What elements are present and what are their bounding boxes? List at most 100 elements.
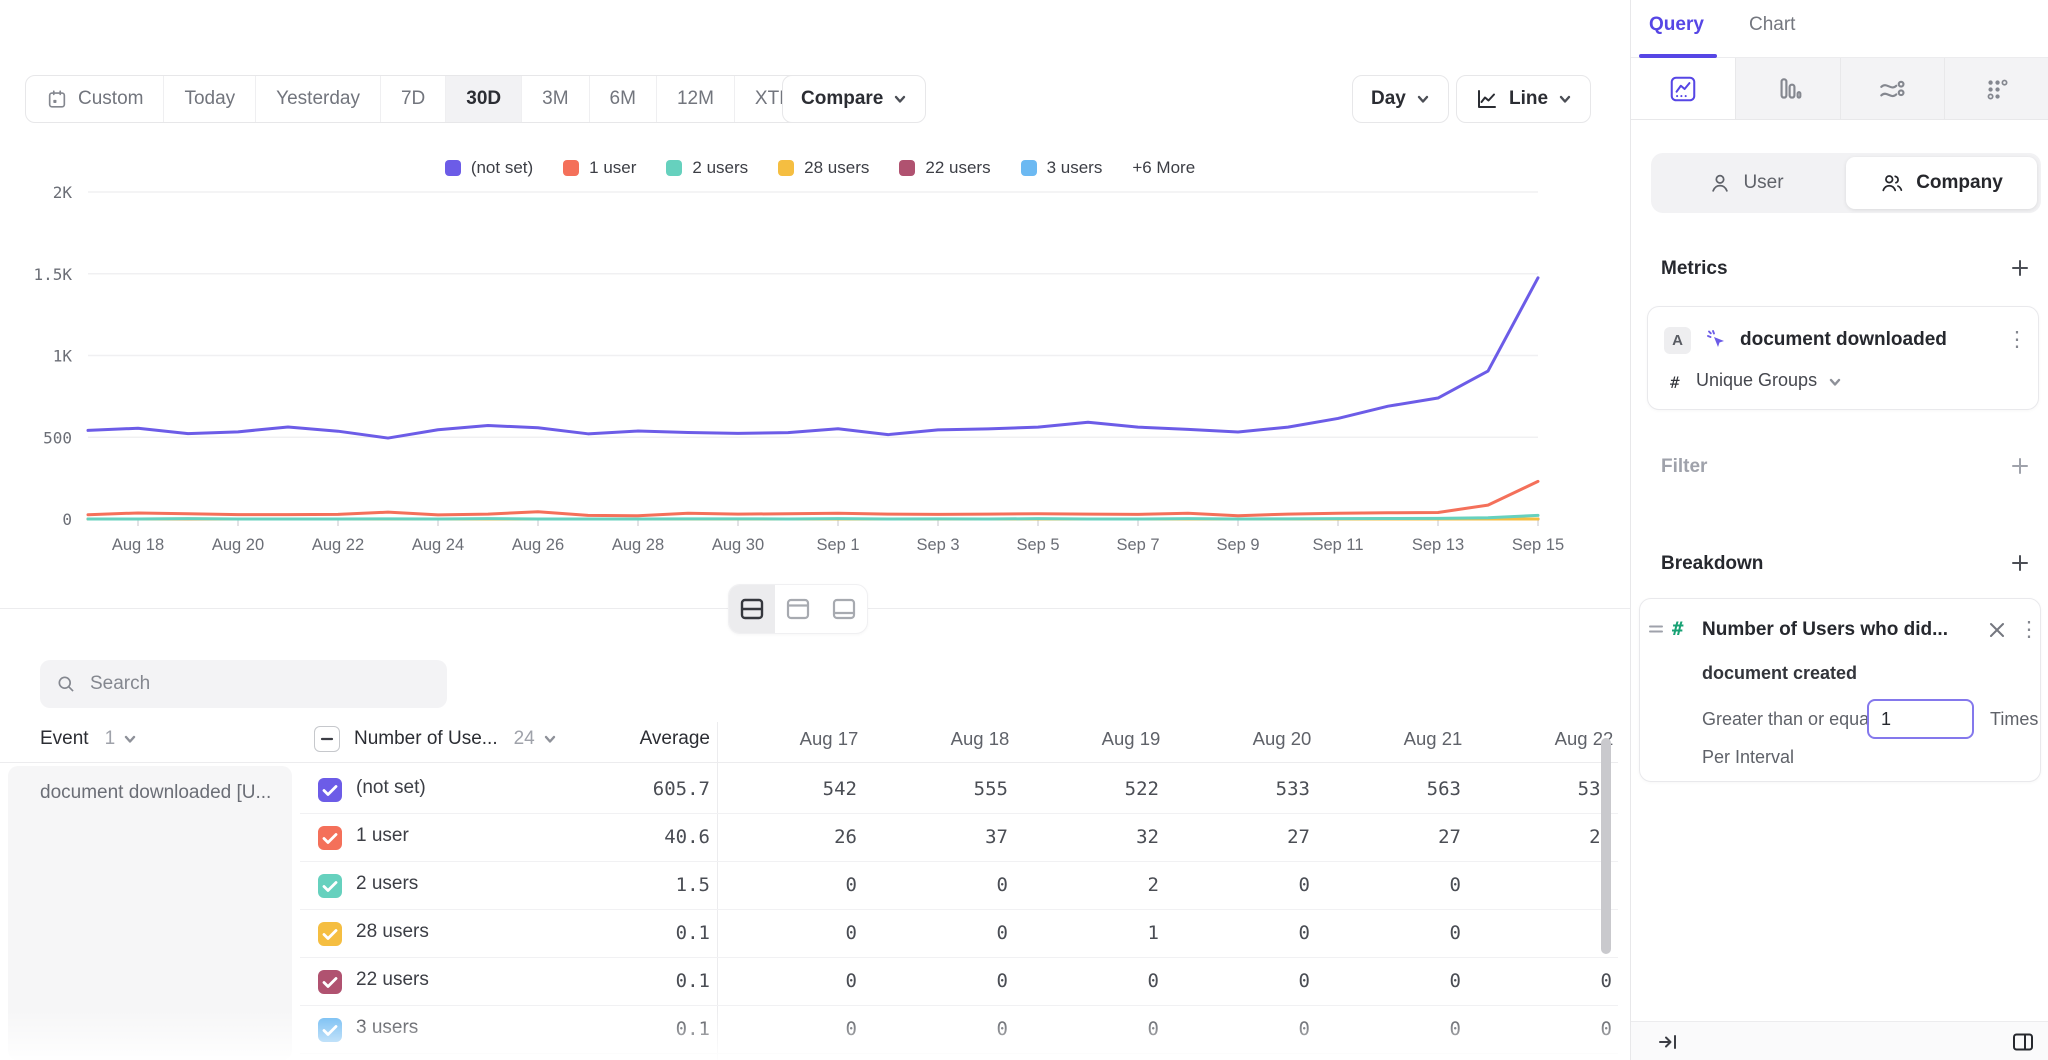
svg-text:Sep 7: Sep 7 bbox=[1116, 536, 1159, 554]
row-label: 1 user bbox=[356, 825, 409, 847]
chart-type-more-button[interactable] bbox=[1945, 58, 2048, 119]
svg-text:Sep 9: Sep 9 bbox=[1216, 536, 1259, 554]
tab-query[interactable]: Query bbox=[1649, 14, 1704, 36]
metric-card[interactable]: A document downloaded ⋮ # Unique Groups bbox=[1647, 306, 2039, 410]
row-value: 0 bbox=[734, 874, 857, 896]
scope-user-button[interactable]: User bbox=[1651, 153, 1842, 213]
interval-dropdown[interactable]: Day bbox=[1352, 75, 1449, 123]
metrics-heading: Metrics bbox=[1661, 258, 1728, 280]
layout-split-view-button[interactable] bbox=[729, 585, 775, 633]
row-label: 28 users bbox=[356, 921, 429, 943]
chart-type-dropdown[interactable]: Line bbox=[1456, 75, 1591, 123]
svg-text:Aug 22: Aug 22 bbox=[312, 536, 364, 554]
range-custom[interactable]: Custom bbox=[26, 76, 164, 122]
row-label: (not set) bbox=[356, 777, 426, 799]
svg-text:Sep 1: Sep 1 bbox=[816, 536, 859, 554]
range-30d[interactable]: 30D bbox=[446, 76, 522, 122]
line-chart-icon bbox=[1475, 87, 1499, 111]
layout-chart-view-button[interactable] bbox=[775, 585, 821, 633]
date-column-header: Aug 20 bbox=[1207, 728, 1357, 750]
chart-type-bar-button[interactable] bbox=[1736, 58, 1841, 119]
measure-dropdown[interactable]: Unique Groups bbox=[1696, 370, 1817, 391]
chevron-down-icon bbox=[1828, 375, 1842, 389]
row-value: 0 bbox=[1036, 1018, 1159, 1040]
add-metric-button[interactable] bbox=[2007, 255, 2033, 281]
group-column-header[interactable]: Number of Use... 24 bbox=[354, 728, 557, 750]
row-average: 0.1 bbox=[560, 922, 710, 944]
svg-text:Sep 13: Sep 13 bbox=[1412, 536, 1464, 554]
range-7d[interactable]: 7D bbox=[381, 76, 446, 122]
range-12m[interactable]: 12M bbox=[657, 76, 735, 122]
row-checkbox[interactable] bbox=[318, 922, 342, 946]
calendar-icon bbox=[46, 88, 68, 110]
row-value: 0 bbox=[734, 1018, 857, 1040]
svg-text:0: 0 bbox=[62, 510, 72, 529]
layout-table-view-button[interactable] bbox=[821, 585, 867, 633]
event-column-header[interactable]: Event 1 bbox=[40, 728, 137, 750]
bar-chart-icon bbox=[1773, 74, 1803, 104]
row-checkbox[interactable] bbox=[318, 1018, 342, 1042]
metric-name: document downloaded bbox=[1740, 329, 1947, 351]
line-chart-icon bbox=[1668, 74, 1698, 104]
row-checkbox[interactable] bbox=[318, 826, 342, 850]
date-range-control: Custom Today Yesterday 7D 30D 3M 6M 12M … bbox=[25, 75, 838, 123]
chevron-down-icon bbox=[1416, 92, 1430, 106]
group-header-checkbox[interactable] bbox=[314, 726, 340, 752]
row-value: 542 bbox=[734, 778, 857, 800]
chevron-down-icon bbox=[543, 732, 557, 746]
search-icon bbox=[56, 673, 76, 695]
table-row: 28 users0.1001000 bbox=[0, 910, 1618, 958]
add-filter-button[interactable] bbox=[2007, 453, 2033, 479]
layout-toggle bbox=[728, 584, 868, 634]
search-input[interactable] bbox=[90, 673, 431, 695]
row-value: 0 bbox=[1187, 1018, 1310, 1040]
measure-hash: # bbox=[1670, 373, 1680, 392]
search-box bbox=[40, 660, 447, 708]
breakdown-condition-label: Greater than or equal to bbox=[1702, 709, 1893, 730]
filter-heading: Filter bbox=[1661, 456, 1707, 478]
table-row: 2 users1.5002000 bbox=[0, 862, 1618, 910]
breakdown-value-input[interactable] bbox=[1867, 699, 1974, 739]
plus-icon bbox=[2010, 456, 2030, 476]
row-checkbox[interactable] bbox=[318, 970, 342, 994]
row-value: 563 bbox=[1338, 778, 1461, 800]
company-icon bbox=[1880, 172, 1904, 194]
row-value: 0 bbox=[1338, 970, 1461, 992]
scope-company-button[interactable]: Company bbox=[1846, 157, 2037, 209]
line-chart[interactable]: 05001K1.5K2KAug 18Aug 20Aug 22Aug 24Aug … bbox=[0, 140, 1630, 580]
chart-type-line-button[interactable] bbox=[1631, 58, 1736, 119]
svg-text:2K: 2K bbox=[53, 183, 73, 202]
svg-text:Sep 3: Sep 3 bbox=[916, 536, 959, 554]
table-scrollbar[interactable] bbox=[1601, 738, 1611, 954]
chart-type-selector bbox=[1631, 58, 2048, 120]
kebab-menu-icon[interactable]: ⋮ bbox=[2018, 615, 2040, 645]
date-column-header: Aug 18 bbox=[905, 728, 1055, 750]
chart-type-flow-button[interactable] bbox=[1841, 58, 1946, 119]
compare-button[interactable]: Compare bbox=[782, 75, 926, 123]
range-6m[interactable]: 6M bbox=[590, 76, 657, 122]
kebab-menu-icon[interactable]: ⋮ bbox=[2006, 325, 2028, 355]
svg-text:Aug 28: Aug 28 bbox=[612, 536, 664, 554]
date-column-header: Aug 17 bbox=[754, 728, 904, 750]
row-checkbox[interactable] bbox=[318, 874, 342, 898]
row-value: 0 bbox=[1489, 922, 1612, 944]
svg-text:Aug 24: Aug 24 bbox=[412, 536, 464, 554]
row-checkbox[interactable] bbox=[318, 778, 342, 802]
row-value: 28 bbox=[1489, 826, 1612, 848]
row-value: 0 bbox=[1187, 970, 1310, 992]
breakdown-card[interactable]: # Number of Users who did... ⋮ document … bbox=[1639, 598, 2041, 782]
range-today[interactable]: Today bbox=[164, 76, 256, 122]
range-yesterday[interactable]: Yesterday bbox=[256, 76, 381, 122]
row-value: 0 bbox=[885, 874, 1008, 896]
table-row: 1 user40.6263732272728 bbox=[0, 814, 1618, 862]
add-breakdown-button[interactable] bbox=[2007, 550, 2033, 576]
split-panel-icon[interactable] bbox=[2011, 1031, 2035, 1053]
svg-text:Aug 18: Aug 18 bbox=[112, 536, 164, 554]
drag-handle-icon[interactable] bbox=[1648, 622, 1664, 636]
main-area: Custom Today Yesterday 7D 30D 3M 6M 12M … bbox=[0, 0, 1630, 1060]
range-3m[interactable]: 3M bbox=[522, 76, 589, 122]
collapse-panel-icon[interactable] bbox=[1657, 1031, 1679, 1053]
tab-chart[interactable]: Chart bbox=[1749, 14, 1795, 36]
close-icon[interactable] bbox=[1988, 621, 2006, 639]
scope-toggle: User Company bbox=[1651, 153, 2041, 213]
